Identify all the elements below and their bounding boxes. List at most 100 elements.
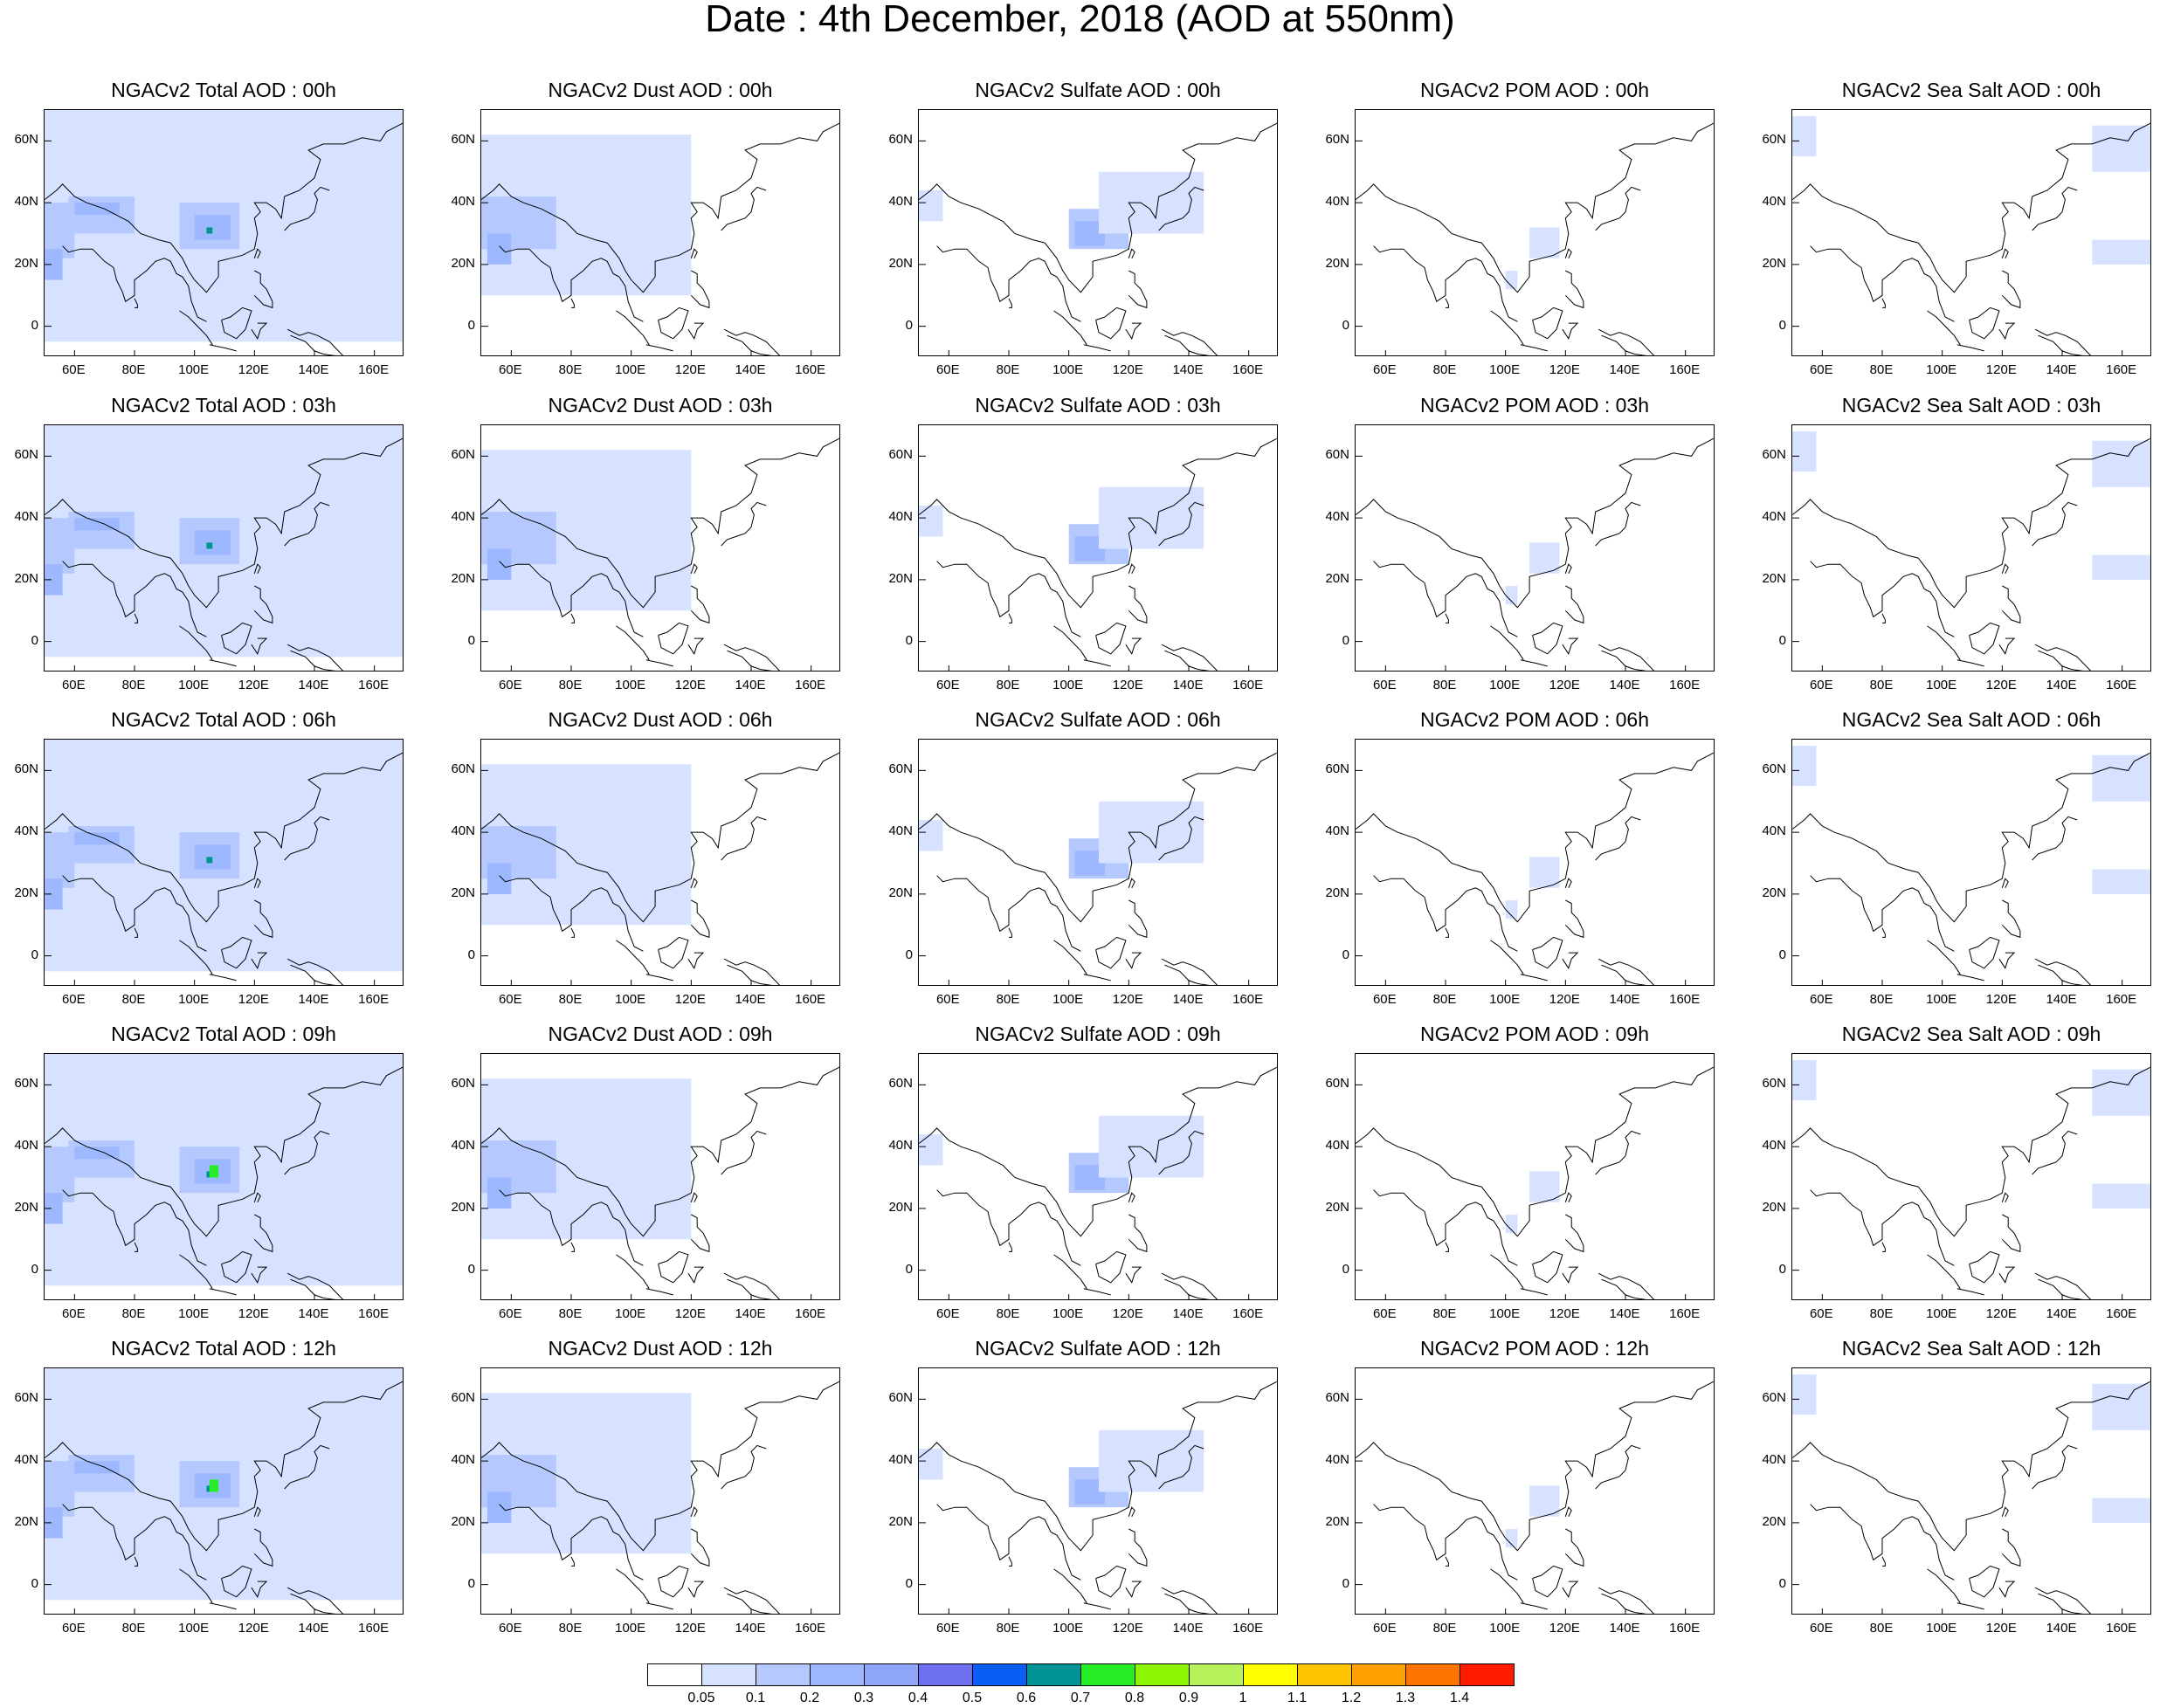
map-frame [1791, 1367, 2151, 1615]
coastline [919, 437, 1277, 671]
tick-marks [481, 140, 812, 355]
lon-tick-label: 80E [1432, 1306, 1457, 1321]
aod-shading [1792, 1374, 2150, 1523]
coastline [919, 752, 1277, 985]
lat-tick-label: 40N [1762, 194, 1786, 210]
map-frame [1791, 109, 2151, 356]
map-frame [44, 739, 404, 986]
map-frame [1355, 739, 1715, 986]
lon-tick-label: 60E [498, 992, 522, 1007]
lat-tick-label: 60N [888, 761, 913, 777]
lat-tick-label: 60N [14, 132, 38, 148]
lon-tick-label: 80E [996, 1621, 1020, 1636]
coastline [919, 1066, 1277, 1299]
lat-tick-label: 0 [905, 317, 913, 333]
aod-shading [45, 425, 403, 658]
aod-map [1356, 1066, 1714, 1299]
colorbar-swatch [918, 1663, 973, 1686]
lon-tick-label: 80E [996, 1306, 1020, 1321]
lon-tick-label: 120E [1112, 1306, 1143, 1321]
lon-tick-label: 160E [1232, 1306, 1264, 1321]
lon-tick-label: 120E [238, 1621, 269, 1636]
lat-tick-label: 60N [888, 447, 913, 463]
coastline [1792, 752, 2150, 985]
lon-tick-label: 160E [1669, 362, 1701, 377]
lat-tick-label: 60N [1325, 132, 1349, 148]
lon-tick-label: 160E [358, 1306, 390, 1321]
colorbar-swatch [1297, 1663, 1352, 1686]
lat-tick-label: 0 [1778, 317, 1786, 333]
lat-tick-label: 60N [14, 761, 38, 777]
lat-tick-label: 40N [1762, 1452, 1786, 1468]
panel-title: NGACv2 Total AOD : 00h [111, 79, 336, 101]
lon-tick-label: 80E [121, 678, 146, 692]
lat-tick-label: 60N [888, 1076, 913, 1092]
lon-tick-label: 60E [498, 678, 522, 692]
aod-shading [919, 1429, 1204, 1508]
lat-tick-label: 20N [1762, 1513, 1786, 1529]
aod-map [1356, 122, 1714, 355]
lon-tick-label: 100E [178, 362, 210, 377]
lon-tick-label: 120E [1549, 1306, 1580, 1321]
lat-tick-label: 40N [14, 1138, 38, 1154]
lon-tick-label: 120E [1549, 992, 1580, 1007]
aod-map [1792, 1374, 2150, 1614]
colorbar-label: 1.2 [1341, 1691, 1362, 1705]
lat-tick-label: 0 [467, 1261, 475, 1277]
lat-tick-label: 60N [1325, 1076, 1349, 1092]
lat-tick-label: 20N [1762, 570, 1786, 586]
lon-tick-label: 60E [1372, 1621, 1397, 1636]
lon-tick-label: 100E [178, 1621, 210, 1636]
lon-tick-label: 120E [674, 1306, 706, 1321]
lat-tick-label: 60N [14, 1390, 38, 1406]
lon-tick-label: 140E [1172, 678, 1204, 692]
aod-map [45, 1054, 403, 1299]
aod-shading [1792, 746, 2150, 894]
map-frame [480, 739, 840, 986]
tick-marks [1792, 455, 2123, 671]
tick-marks [481, 769, 812, 985]
tick-marks [481, 1084, 812, 1299]
coastline [481, 752, 839, 985]
lon-tick-label: 60E [1372, 362, 1397, 377]
lat-tick-label: 60N [1325, 447, 1349, 463]
aod-map [1792, 1060, 2150, 1299]
lon-tick-label: 160E [358, 678, 390, 692]
aod-map [919, 1066, 1277, 1299]
lon-tick-label: 100E [615, 1621, 646, 1636]
lon-tick-label: 120E [1549, 1621, 1580, 1636]
lat-tick-label: 0 [467, 1575, 475, 1591]
lat-tick-label: 60N [888, 1390, 913, 1406]
lat-tick-label: 20N [1325, 570, 1349, 586]
aod-shading [45, 1368, 403, 1601]
lat-tick-label: 40N [14, 1452, 38, 1468]
lat-tick-label: 0 [905, 1261, 913, 1277]
lon-tick-label: 100E [1926, 1306, 1957, 1321]
panel-title: NGACv2 Total AOD : 12h [111, 1337, 336, 1360]
lon-tick-label: 140E [2046, 678, 2077, 692]
aod-shading [481, 764, 692, 926]
lon-tick-label: 120E [1985, 1621, 2017, 1636]
panel-title: NGACv2 Total AOD : 09h [111, 1023, 336, 1045]
lat-tick-label: 40N [1325, 1138, 1349, 1154]
panel-title: NGACv2 Dust AOD : 03h [548, 394, 773, 417]
lon-tick-label: 140E [1172, 362, 1204, 377]
lat-tick-label: 40N [1762, 823, 1786, 839]
map-frame [480, 1367, 840, 1615]
lat-tick-label: 40N [1762, 1138, 1786, 1154]
lon-tick-label: 80E [1432, 992, 1457, 1007]
lat-tick-label: 0 [1778, 632, 1786, 648]
aod-shading [45, 110, 403, 342]
panel-title: NGACv2 Total AOD : 03h [111, 394, 336, 417]
coastline [481, 122, 839, 355]
lon-tick-label: 120E [238, 678, 269, 692]
lon-tick-label: 60E [1372, 1306, 1397, 1321]
lon-tick-label: 60E [1372, 992, 1397, 1007]
lat-tick-label: 20N [1325, 1199, 1349, 1215]
lon-tick-label: 140E [1609, 678, 1640, 692]
aod-shading [1505, 1485, 1560, 1548]
colorbar-label: 1.3 [1395, 1691, 1416, 1705]
aod-shading [481, 1078, 692, 1240]
lon-tick-label: 100E [1926, 678, 1957, 692]
lat-tick-label: 40N [14, 823, 38, 839]
